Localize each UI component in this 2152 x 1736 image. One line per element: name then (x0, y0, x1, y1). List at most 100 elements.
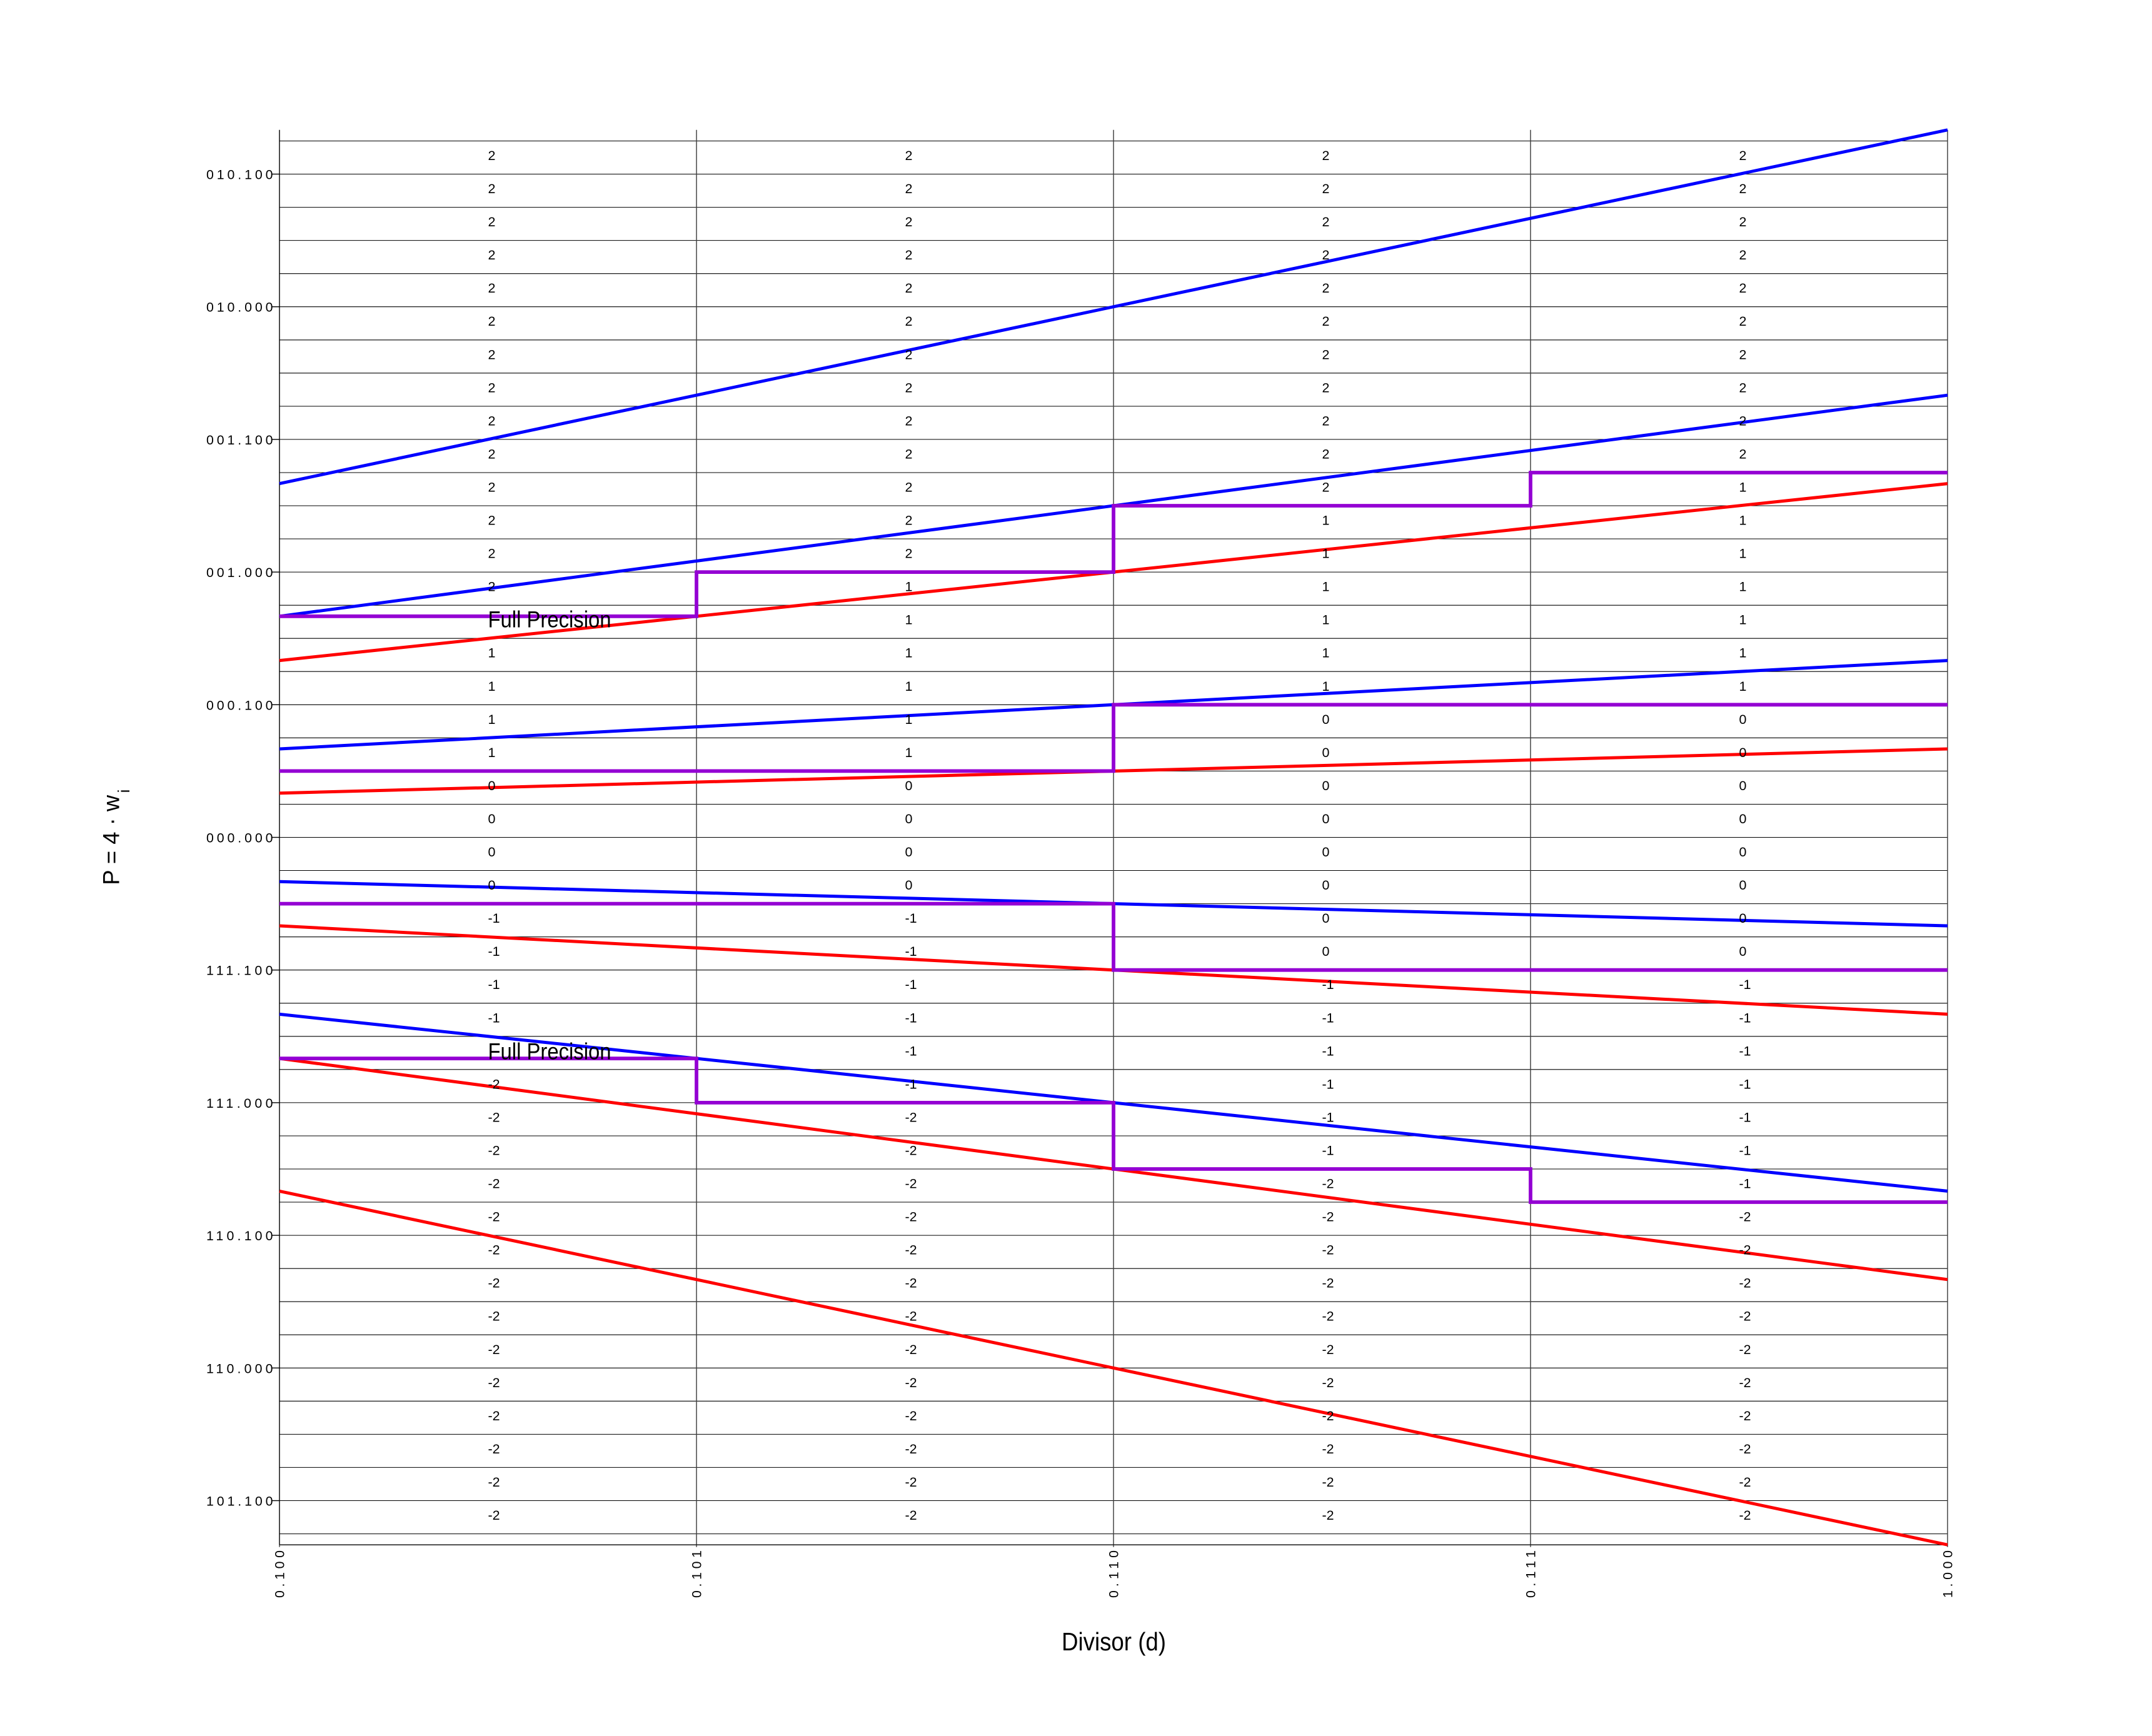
svg-text:-2: -2 (905, 1375, 917, 1390)
svg-text:-1: -1 (905, 911, 917, 926)
svg-text:-2: -2 (905, 1309, 917, 1324)
svg-text:0.100: 0.100 (272, 1550, 287, 1598)
svg-text:2: 2 (1322, 214, 1330, 229)
svg-text:1: 1 (905, 580, 913, 595)
svg-text:2: 2 (905, 314, 913, 329)
svg-text:-1: -1 (1322, 1110, 1334, 1125)
svg-text:2: 2 (488, 446, 496, 461)
svg-text:-2: -2 (488, 1475, 500, 1490)
svg-text:-1: -1 (1322, 1043, 1334, 1058)
svg-text:-1: -1 (905, 1076, 917, 1091)
svg-text:-1: -1 (488, 911, 500, 926)
svg-text:-2: -2 (488, 1276, 500, 1291)
svg-text:0: 0 (1322, 712, 1330, 727)
svg-text:-1: -1 (1322, 977, 1334, 992)
svg-text:0: 0 (1739, 712, 1747, 727)
svg-text:2: 2 (1739, 181, 1747, 196)
svg-text:110.100: 110.100 (206, 1228, 273, 1243)
svg-text:0: 0 (488, 845, 496, 860)
svg-text:-1: -1 (1739, 977, 1751, 992)
svg-text:0.111: 0.111 (1523, 1550, 1538, 1598)
svg-text:0: 0 (1322, 745, 1330, 760)
svg-text:0: 0 (1322, 944, 1330, 959)
svg-text:-2: -2 (905, 1177, 917, 1192)
svg-text:-2: -2 (905, 1143, 917, 1158)
svg-text:-2: -2 (1322, 1475, 1334, 1490)
svg-text:0: 0 (1739, 845, 1747, 860)
svg-text:Divisor (d): Divisor (d) (1062, 1627, 1166, 1656)
svg-text:2: 2 (1739, 380, 1747, 395)
svg-text:0: 0 (488, 778, 496, 793)
svg-text:-2: -2 (488, 1243, 500, 1258)
svg-text:2: 2 (1322, 248, 1330, 263)
svg-text:111.000: 111.000 (206, 1096, 273, 1111)
svg-text:2: 2 (1322, 413, 1330, 428)
svg-text:-2: -2 (1739, 1442, 1751, 1457)
svg-text:Full Precision: Full Precision (488, 607, 611, 633)
svg-text:2: 2 (1739, 347, 1747, 362)
svg-text:2: 2 (488, 580, 496, 595)
svg-text:1: 1 (488, 712, 496, 727)
svg-text:-1: -1 (905, 977, 917, 992)
svg-text:-2: -2 (488, 1177, 500, 1192)
svg-text:2: 2 (488, 214, 496, 229)
svg-text:2: 2 (1739, 413, 1747, 428)
svg-text:-1: -1 (1739, 1076, 1751, 1091)
svg-text:0.101: 0.101 (689, 1550, 704, 1598)
svg-text:0: 0 (488, 878, 496, 893)
svg-text:0: 0 (1739, 878, 1747, 893)
svg-text:-2: -2 (488, 1309, 500, 1324)
svg-text:0: 0 (905, 811, 913, 826)
svg-text:-2: -2 (488, 1508, 500, 1523)
svg-text:-2: -2 (905, 1442, 917, 1457)
svg-text:0: 0 (1739, 745, 1747, 760)
svg-text:-2: -2 (1322, 1276, 1334, 1291)
svg-text:1: 1 (1739, 546, 1747, 561)
svg-text:-1: -1 (488, 944, 500, 959)
svg-text:0: 0 (488, 811, 496, 826)
svg-text:-1: -1 (905, 944, 917, 959)
svg-text:1: 1 (488, 646, 496, 661)
svg-text:Full Precision: Full Precision (488, 1039, 611, 1065)
svg-text:-2: -2 (488, 1076, 500, 1091)
svg-text:1: 1 (905, 679, 913, 694)
svg-text:1: 1 (1739, 580, 1747, 595)
svg-text:-2: -2 (1739, 1243, 1751, 1258)
svg-text:1: 1 (1322, 580, 1330, 595)
svg-text:-2: -2 (1322, 1177, 1334, 1192)
svg-text:-2: -2 (1322, 1210, 1334, 1225)
svg-text:1: 1 (1739, 613, 1747, 628)
svg-text:0: 0 (1322, 778, 1330, 793)
svg-text:-2: -2 (1322, 1309, 1334, 1324)
svg-text:-2: -2 (1739, 1408, 1751, 1423)
svg-text:1: 1 (488, 745, 496, 760)
svg-text:-1: -1 (488, 1010, 500, 1025)
svg-text:-2: -2 (1739, 1508, 1751, 1523)
svg-text:2: 2 (1322, 446, 1330, 461)
svg-text:2: 2 (905, 513, 913, 528)
svg-text:-1: -1 (1739, 1043, 1751, 1058)
svg-text:-2: -2 (488, 1342, 500, 1357)
svg-text:1: 1 (1322, 646, 1330, 661)
svg-text:1: 1 (1322, 546, 1330, 561)
svg-text:1: 1 (905, 712, 913, 727)
svg-text:2: 2 (488, 248, 496, 263)
svg-text:2: 2 (905, 380, 913, 395)
svg-text:000.100: 000.100 (206, 698, 273, 713)
svg-text:2: 2 (1739, 248, 1747, 263)
svg-text:-2: -2 (1322, 1408, 1334, 1423)
svg-text:1: 1 (905, 745, 913, 760)
svg-text:-2: -2 (1739, 1210, 1751, 1225)
svg-text:-2: -2 (1322, 1508, 1334, 1523)
svg-text:-2: -2 (1739, 1475, 1751, 1490)
svg-text:2: 2 (1322, 314, 1330, 329)
svg-text:2: 2 (905, 281, 913, 296)
svg-text:2: 2 (1739, 446, 1747, 461)
svg-text:-2: -2 (488, 1210, 500, 1225)
svg-text:2: 2 (488, 314, 496, 329)
svg-text:-1: -1 (1739, 1177, 1751, 1192)
svg-text:-2: -2 (1322, 1342, 1334, 1357)
svg-text:000.000: 000.000 (206, 831, 273, 846)
svg-text:0: 0 (1322, 911, 1330, 926)
svg-text:-2: -2 (1322, 1442, 1334, 1457)
